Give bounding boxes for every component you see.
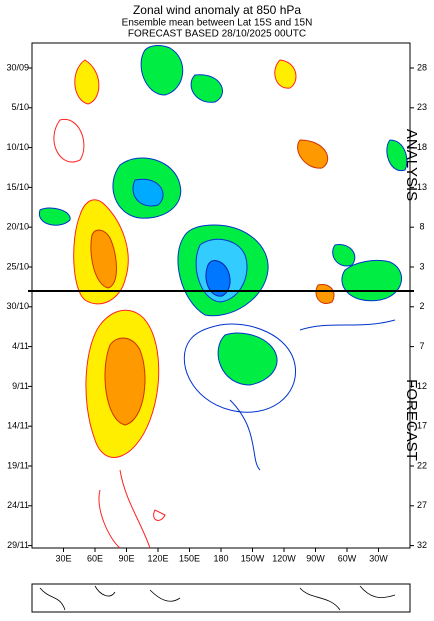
y2-tick-label: 3 — [419, 261, 424, 271]
contour-region — [132, 178, 164, 207]
y2-tick-label: 7 — [419, 341, 424, 351]
y2-tick-label: 23 — [417, 102, 427, 112]
y2-tick-label: 8 — [419, 222, 424, 232]
x-tick-label: 60W — [338, 553, 357, 563]
contour-region — [90, 229, 117, 289]
x-tick-label: 60E — [87, 553, 103, 563]
x-tick-label: 30W — [369, 553, 388, 563]
contour-region — [332, 244, 356, 267]
y2-tick-label: 32 — [417, 540, 427, 550]
x-tick-label: 180 — [213, 553, 228, 563]
contour-line — [183, 323, 297, 413]
y2-tick-label: 17 — [417, 421, 427, 431]
contour-region — [341, 259, 402, 302]
y-tick-label: 30/10 — [6, 301, 29, 311]
y2-tick-label: 13 — [417, 182, 427, 192]
y2-tick-label: 27 — [417, 500, 427, 510]
x-tick-label: 30E — [55, 553, 71, 563]
contour-region — [315, 283, 335, 304]
contour-line — [98, 469, 151, 549]
forecast-label: FORECAST — [403, 379, 420, 461]
x-tick-label: 150W — [241, 553, 265, 563]
contour-field — [28, 42, 414, 549]
y-tick-label: 24/11 — [7, 500, 29, 510]
x-tick-label: 120E — [147, 553, 168, 563]
x-tick-label: 90W — [306, 553, 325, 563]
x-tick-label: 120W — [272, 553, 296, 563]
contour-region — [297, 139, 329, 169]
y2-tick-label: 28 — [417, 62, 427, 72]
contour-region — [104, 337, 146, 426]
analysis-label: ANALYSIS — [403, 129, 420, 201]
y-tick-label: 5/10 — [11, 102, 29, 112]
contour-line — [229, 319, 396, 471]
y-tick-label: 25/10 — [6, 261, 29, 271]
contour-line — [153, 509, 166, 521]
x-tick-label: 90E — [118, 553, 134, 563]
y-tick-label: 29/11 — [7, 540, 29, 550]
y-tick-label: 10/10 — [6, 142, 29, 152]
y2-tick-label: 12 — [417, 381, 427, 391]
contour-region — [274, 59, 297, 89]
y-tick-label: 9/11 — [12, 381, 29, 391]
y-tick-label: 15/10 — [6, 182, 29, 192]
y-tick-label: 4/11 — [12, 341, 29, 351]
coastline — [39, 585, 396, 611]
y2-tick-label: 18 — [417, 142, 427, 152]
x-tick-label: 150E — [179, 553, 200, 563]
map-strip — [31, 583, 411, 613]
chart-subtitle: Ensemble mean between Lat 15S and 15N — [122, 18, 313, 29]
contour-region — [217, 332, 278, 386]
y2-tick-label: 2 — [419, 301, 424, 311]
y-tick-label: 19/11 — [7, 460, 29, 470]
contour-region — [38, 207, 71, 226]
y-tick-label: 20/10 — [6, 222, 29, 232]
y-tick-label: 30/09 — [6, 62, 29, 72]
contour-region — [386, 139, 408, 172]
contour-region — [74, 59, 100, 105]
contour-line — [53, 119, 85, 163]
y-tick-label: 14/11 — [7, 421, 29, 431]
contour-region — [140, 45, 184, 96]
chart-subtitle: FORECAST BASED 28/10/2025 00UTC — [128, 29, 306, 40]
chart-title: Zonal wind anomaly at 850 hPa — [133, 3, 301, 17]
contour-region — [205, 260, 231, 297]
contour-region — [190, 74, 223, 103]
y2-tick-label: 22 — [417, 460, 427, 470]
